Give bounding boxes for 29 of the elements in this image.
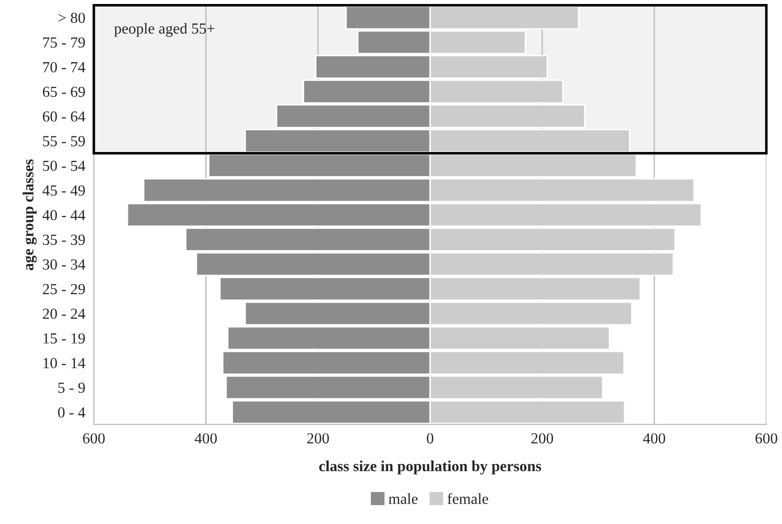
x-tick-label: 600 [83, 433, 105, 444]
x-axis-title: class size in population by persons [319, 460, 542, 474]
x-tick-label: 0 [426, 433, 434, 444]
y-tick-label: 20 - 24 [42, 308, 86, 319]
y-axis-title: age group classes [22, 159, 37, 270]
y-tick-label: 25 - 29 [42, 284, 85, 294]
legend-label: female [448, 493, 488, 504]
y-tick-label: 10 - 14 [44, 358, 86, 368]
y-tick-label: 15 - 19 [44, 333, 85, 344]
y-tick-label: 5 - 9 [58, 382, 85, 393]
y-tick-label: 40 - 44 [42, 210, 86, 220]
y-tick-label: > 80 [58, 12, 85, 24]
x-tick-label: 400 [194, 433, 217, 444]
x-tick-label: 200 [531, 433, 554, 444]
x-tick-label: 400 [643, 433, 666, 444]
y-tick-label: 60 - 64 [42, 111, 86, 122]
y-tick-label: 65 - 69 [42, 86, 85, 97]
y-tick-label: 0 - 4 [58, 407, 86, 418]
y-tick-label: 50 - 54 [43, 160, 86, 171]
x-tick-label: 600 [756, 433, 778, 444]
y-tick-label: 75 - 79 [43, 37, 85, 48]
y-tick-label: 55 - 59 [43, 136, 85, 146]
band-label: people aged 55+ [114, 22, 214, 37]
y-tick-label: 35 - 39 [42, 234, 85, 245]
y-tick-label: 30 - 34 [42, 259, 86, 270]
y-tick-label: 45 - 49 [42, 185, 85, 196]
y-tick-label: 70 - 74 [43, 62, 86, 72]
legend-label: male [388, 493, 418, 504]
x-tick-label: 200 [307, 433, 329, 444]
